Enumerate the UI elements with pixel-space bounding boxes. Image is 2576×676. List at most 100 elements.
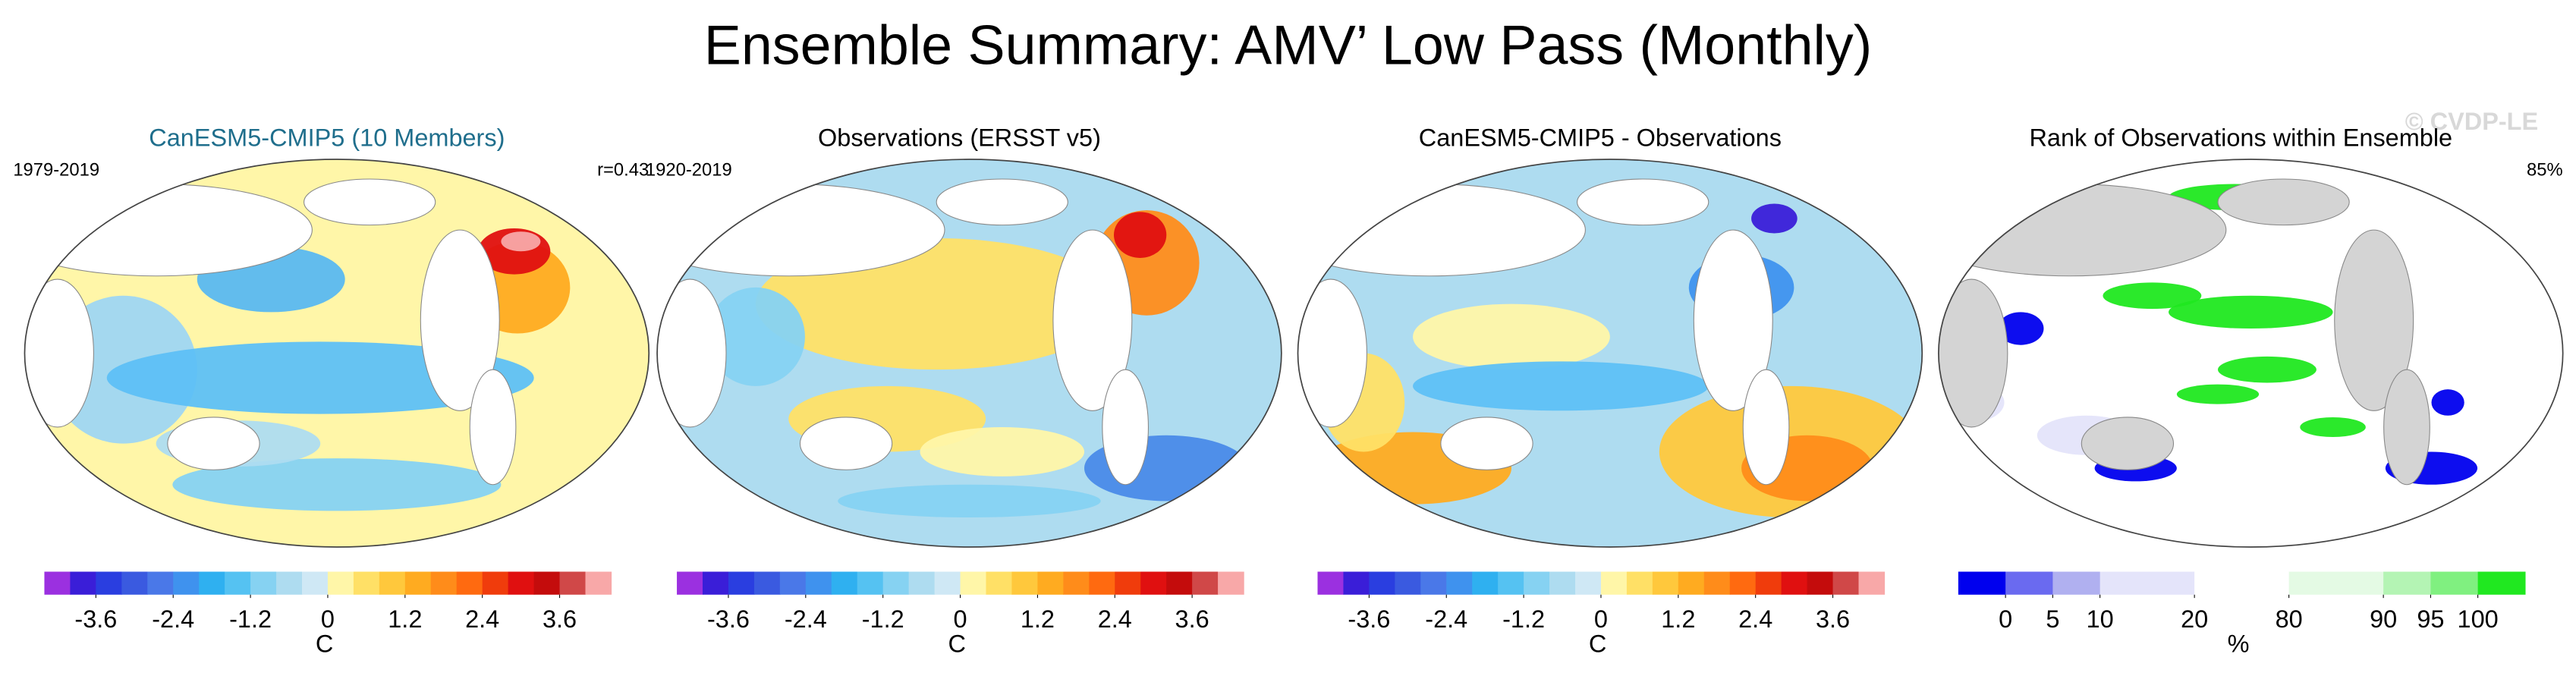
map-land — [799, 417, 893, 470]
map-land — [657, 278, 727, 428]
map-land — [1742, 369, 1790, 486]
colorbar-swatch — [1317, 571, 1345, 595]
colorbar-tick-label: 5 — [2046, 605, 2059, 633]
colorbar-swatch — [404, 571, 432, 595]
colorbar-tick-label: 0 — [321, 605, 335, 633]
colorbar-tick-label: -3.6 — [707, 605, 750, 633]
colorbar-tick-label: 10 — [2087, 605, 2114, 633]
colorbar-swatch — [1549, 571, 1576, 595]
colorbar-tick-label: 95 — [2417, 605, 2444, 633]
colorbar-swatch — [831, 571, 858, 595]
colorbar-swatch — [482, 571, 509, 595]
colorbar-swatch — [44, 571, 71, 595]
map-land — [1102, 369, 1150, 486]
colorbar-swatch — [1472, 571, 1499, 595]
watermark: © CVDP-LE — [2405, 108, 2538, 135]
colorbar-swatch — [533, 571, 561, 595]
colorbar-swatch — [1600, 571, 1628, 595]
map-border — [24, 159, 650, 548]
colorbar-swatch — [1115, 571, 1141, 595]
colorbar-label: C — [1589, 630, 1606, 658]
map-land — [1938, 183, 2227, 277]
colorbar-swatch — [677, 571, 703, 595]
map-field — [706, 287, 805, 386]
stat-label: r=0.43 — [597, 159, 649, 180]
map-border — [1938, 159, 2564, 548]
map-field — [920, 426, 1085, 476]
panel-title: CanESM5-CMIP5 - Observations — [1419, 124, 1782, 152]
colorbar-swatch — [2430, 571, 2479, 595]
colorbar-swatch — [934, 571, 961, 595]
colorbar-swatch — [1575, 571, 1602, 595]
colorbar-swatch — [379, 571, 406, 595]
colorbar-swatch — [960, 571, 987, 595]
map — [24, 159, 650, 548]
colorbar-swatch — [753, 571, 781, 595]
colorbar-swatch — [1781, 571, 1808, 595]
colorbar-swatch — [1420, 571, 1447, 595]
colorbar-swatch — [1166, 571, 1193, 595]
map-land — [2383, 369, 2430, 486]
colorbar-swatch — [1140, 571, 1167, 595]
colorbar-tick-label: 2.4 — [465, 605, 499, 633]
colorbar-label: % — [2228, 630, 2250, 658]
colorbar-swatch — [250, 571, 277, 595]
colorbar-swatch — [1446, 571, 1473, 595]
map-land — [1938, 278, 2008, 428]
colorbar-swatch — [1192, 571, 1219, 595]
colorbar-swatch — [199, 571, 225, 595]
map-field — [1413, 361, 1709, 411]
colorbar-swatch — [1678, 571, 1705, 595]
map-land — [2334, 229, 2414, 411]
colorbar-swatch — [703, 571, 729, 595]
map-field — [2431, 389, 2464, 416]
colorbar-swatch — [2052, 571, 2101, 595]
colorbar-swatch — [1832, 571, 1860, 595]
colorbar-swatch — [70, 571, 97, 595]
colorbar-swatch — [1626, 571, 1653, 595]
map-land — [420, 229, 500, 411]
map-land — [24, 278, 94, 428]
colorbar-label: C — [316, 630, 333, 658]
map-land — [24, 183, 313, 277]
colorbar-swatch — [986, 571, 1013, 595]
colorbar-swatch — [1498, 571, 1524, 595]
map-field — [501, 231, 541, 252]
panel-title: CanESM5-CMIP5 (10 Members) — [149, 124, 505, 152]
colorbar-swatch — [779, 571, 807, 595]
map-land — [167, 417, 260, 470]
map — [1938, 159, 2563, 548]
colorbar-tick-label: -3.6 — [1348, 605, 1390, 633]
map-land — [304, 178, 436, 226]
map-land — [657, 183, 945, 277]
colorbar-tick-label: 0 — [954, 605, 967, 633]
colorbar-tick-label: 3.6 — [1175, 605, 1209, 633]
colorbar-tick-label: -1.2 — [862, 605, 904, 633]
map-land — [1052, 229, 1133, 411]
colorbar-swatch — [327, 571, 354, 595]
map-field — [2176, 384, 2260, 404]
colorbar-swatch — [353, 571, 380, 595]
colorbar-swatch — [2194, 571, 2290, 595]
map-land — [2081, 417, 2175, 470]
colorbar-swatch — [1343, 571, 1370, 595]
map — [1297, 159, 1923, 548]
map-field — [2300, 417, 2366, 437]
map-field — [172, 458, 502, 511]
colorbar-tick-label: -2.4 — [152, 605, 194, 633]
colorbar-swatch — [121, 571, 148, 595]
figure-title: Ensemble Summary: AMV’ Low Pass (Monthly… — [704, 13, 1872, 76]
map-land — [469, 369, 517, 486]
colorbar-swatch — [430, 571, 458, 595]
colorbar-swatch — [225, 571, 251, 595]
map-border — [1297, 159, 1923, 548]
colorbar-swatch — [559, 571, 587, 595]
colorbar-swatch — [1089, 571, 1115, 595]
colorbar-swatch — [301, 571, 329, 595]
colorbar-swatch — [96, 571, 122, 595]
panel-title: Observations (ERSST v5) — [818, 124, 1101, 152]
panel-title: Rank of Observations within Ensemble — [2029, 124, 2452, 152]
colorbar-label: C — [948, 630, 965, 658]
colorbar-tick-label: -3.6 — [74, 605, 117, 633]
